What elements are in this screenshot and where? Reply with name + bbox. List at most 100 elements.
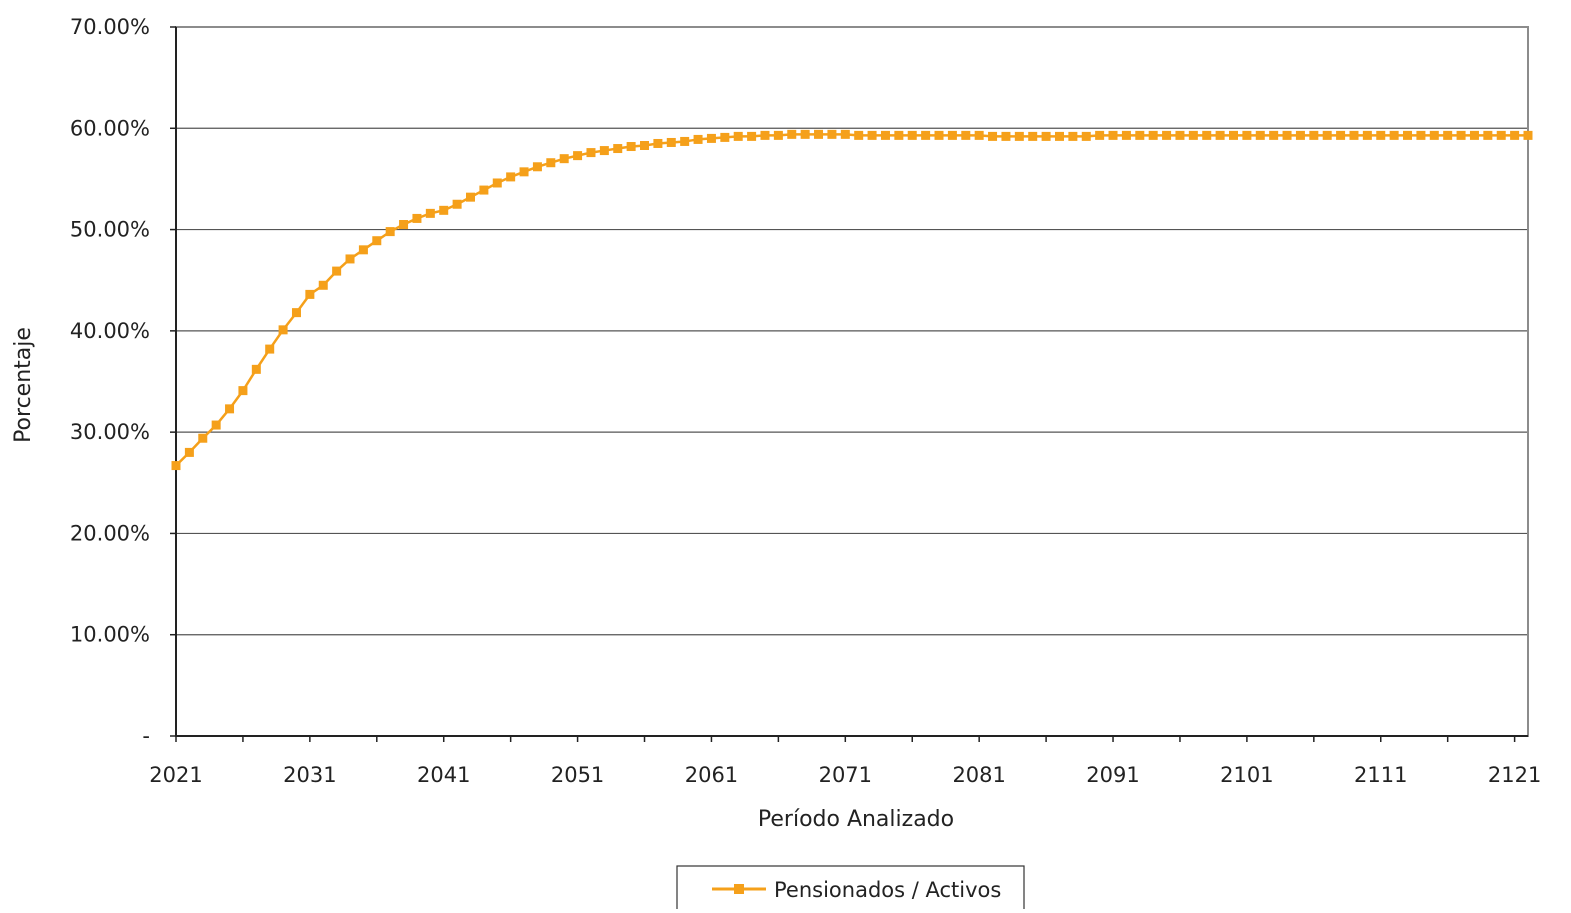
data-point — [1041, 131, 1051, 141]
data-point — [251, 364, 261, 374]
data-point — [1416, 130, 1426, 140]
data-point — [907, 130, 917, 140]
data-point — [225, 404, 235, 414]
data-point — [1429, 130, 1439, 140]
series — [171, 129, 1533, 471]
legend-marker-swatch — [734, 884, 744, 894]
data-point — [1523, 130, 1533, 140]
data-point — [184, 447, 194, 457]
data-point — [1068, 131, 1078, 141]
y-tick-label: 70.00% — [70, 15, 150, 39]
data-point — [800, 129, 810, 139]
data-point — [345, 254, 355, 264]
data-point — [1175, 130, 1185, 140]
data-point — [1095, 130, 1105, 140]
data-point — [1121, 130, 1131, 140]
data-point — [680, 136, 690, 146]
data-point — [974, 130, 984, 140]
data-point — [265, 344, 275, 354]
data-point — [840, 129, 850, 139]
data-point — [653, 138, 663, 148]
x-tick-label: 2091 — [1086, 763, 1139, 787]
data-point — [532, 162, 542, 172]
data-point — [827, 129, 837, 139]
data-point — [854, 130, 864, 140]
gridlines — [176, 127, 1528, 636]
y-tick-label: 40.00% — [70, 319, 150, 343]
data-point — [1483, 130, 1493, 140]
x-tick-label: 2061 — [685, 763, 738, 787]
data-point — [1255, 130, 1265, 140]
data-point — [1242, 130, 1252, 140]
data-point — [1456, 130, 1466, 140]
data-point — [238, 386, 248, 396]
data-point — [814, 129, 824, 139]
data-point — [747, 131, 757, 141]
data-point — [1148, 130, 1158, 140]
data-point — [291, 308, 301, 318]
data-point — [466, 192, 475, 202]
data-point — [1309, 130, 1319, 140]
data-point — [760, 130, 770, 140]
x-tick-label: 2071 — [819, 763, 872, 787]
data-point — [1202, 130, 1212, 140]
data-point — [1108, 130, 1118, 140]
legend-label: Pensionados / Activos — [774, 878, 1001, 902]
data-point — [921, 130, 931, 140]
y-tick-label: 30.00% — [70, 420, 150, 444]
data-point — [1001, 131, 1011, 141]
data-point — [1403, 130, 1413, 140]
data-point — [399, 220, 409, 230]
data-point — [720, 132, 730, 142]
data-point — [546, 158, 556, 168]
data-point — [211, 420, 221, 430]
data-point — [452, 199, 462, 209]
data-point — [332, 266, 342, 276]
data-point — [693, 134, 703, 144]
data-point — [640, 141, 650, 150]
data-point — [519, 167, 529, 177]
data-point — [318, 280, 328, 290]
data-point — [1028, 131, 1038, 141]
y-tick-label: 20.00% — [70, 521, 150, 545]
data-point — [1469, 130, 1479, 140]
x-tick-label: 2081 — [952, 763, 1005, 787]
data-point — [1282, 130, 1292, 140]
data-point — [1295, 130, 1305, 140]
data-point — [1014, 131, 1024, 141]
y-axis-ticks: - 10.00% 20.00% 30.00% 40.00% 50.00% 60.00% 70.… — [70, 15, 176, 748]
data-point — [706, 133, 716, 143]
series-line — [175, 133, 1528, 467]
y-tick-label: 60.00% — [70, 116, 150, 140]
data-point — [1269, 130, 1279, 140]
data-point — [1443, 130, 1453, 140]
data-point — [358, 245, 368, 255]
data-point — [439, 205, 449, 215]
data-point — [733, 131, 743, 141]
data-point — [880, 130, 890, 140]
data-point — [1510, 130, 1520, 140]
data-point — [1496, 130, 1506, 140]
data-point — [1229, 130, 1238, 140]
data-point — [666, 137, 676, 147]
x-tick-label: 2031 — [283, 763, 336, 787]
data-point — [867, 130, 877, 140]
data-point — [988, 131, 998, 141]
data-point — [1081, 131, 1091, 141]
data-point — [1215, 130, 1225, 140]
data-point — [1376, 130, 1386, 140]
data-point — [492, 178, 502, 188]
x-tick-label: 2041 — [417, 763, 470, 787]
data-point — [1322, 130, 1332, 140]
data-point — [559, 154, 569, 164]
y-tick-label: - — [142, 724, 150, 748]
data-point — [425, 208, 435, 218]
data-point — [479, 185, 489, 195]
x-axis-title: Período Analizado — [758, 807, 954, 832]
data-point — [171, 461, 181, 471]
data-point — [372, 236, 382, 246]
data-point — [599, 146, 609, 156]
x-tick-label: 2111 — [1354, 763, 1407, 787]
